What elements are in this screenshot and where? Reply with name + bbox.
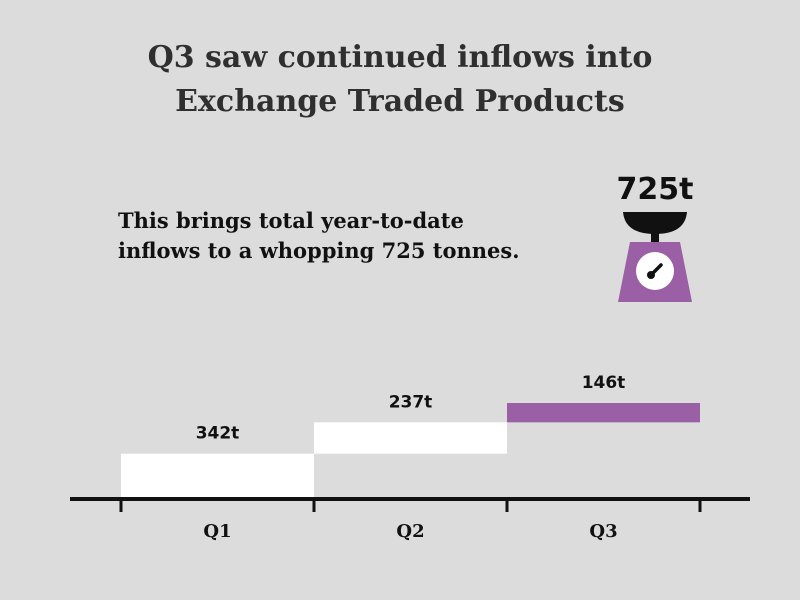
x-axis-ticks	[119, 499, 702, 512]
category-label-q1: Q1	[203, 521, 231, 542]
value-label-q1: 342t	[196, 424, 240, 444]
category-label-q2: Q2	[396, 521, 424, 542]
value-label-q3: 146t	[582, 373, 626, 393]
chart-subtitle: This brings total year-to-date inflows t…	[118, 206, 598, 266]
scale-graphic: 725t	[600, 168, 710, 308]
bar-q3	[507, 403, 700, 423]
scale-needle-hub	[647, 271, 655, 279]
chart-subtitle-line1: This brings total year-to-date	[118, 208, 464, 233]
bar-q2	[314, 422, 507, 454]
scale-total-label: 725t	[616, 172, 694, 207]
chart-title-line2: Exchange Traded Products	[175, 84, 625, 119]
chart-title: Q3 saw continued inflows into Exchange T…	[0, 36, 800, 124]
value-label-q2: 237t	[389, 392, 433, 412]
scale-stem	[651, 232, 659, 242]
chart-title-line1: Q3 saw continued inflows into	[147, 40, 653, 75]
weighing-scale-icon	[618, 212, 692, 302]
chart-subtitle-line2: inflows to a whopping 725 tonnes.	[118, 238, 520, 263]
bar-q1	[121, 453, 314, 499]
bar-group	[121, 403, 700, 499]
category-label-q3: Q3	[589, 521, 617, 542]
scale-pan	[623, 212, 687, 234]
category-label-group: Q1 Q2 Q3	[203, 521, 617, 542]
value-label-group: 342t 237t 146t	[196, 373, 626, 444]
